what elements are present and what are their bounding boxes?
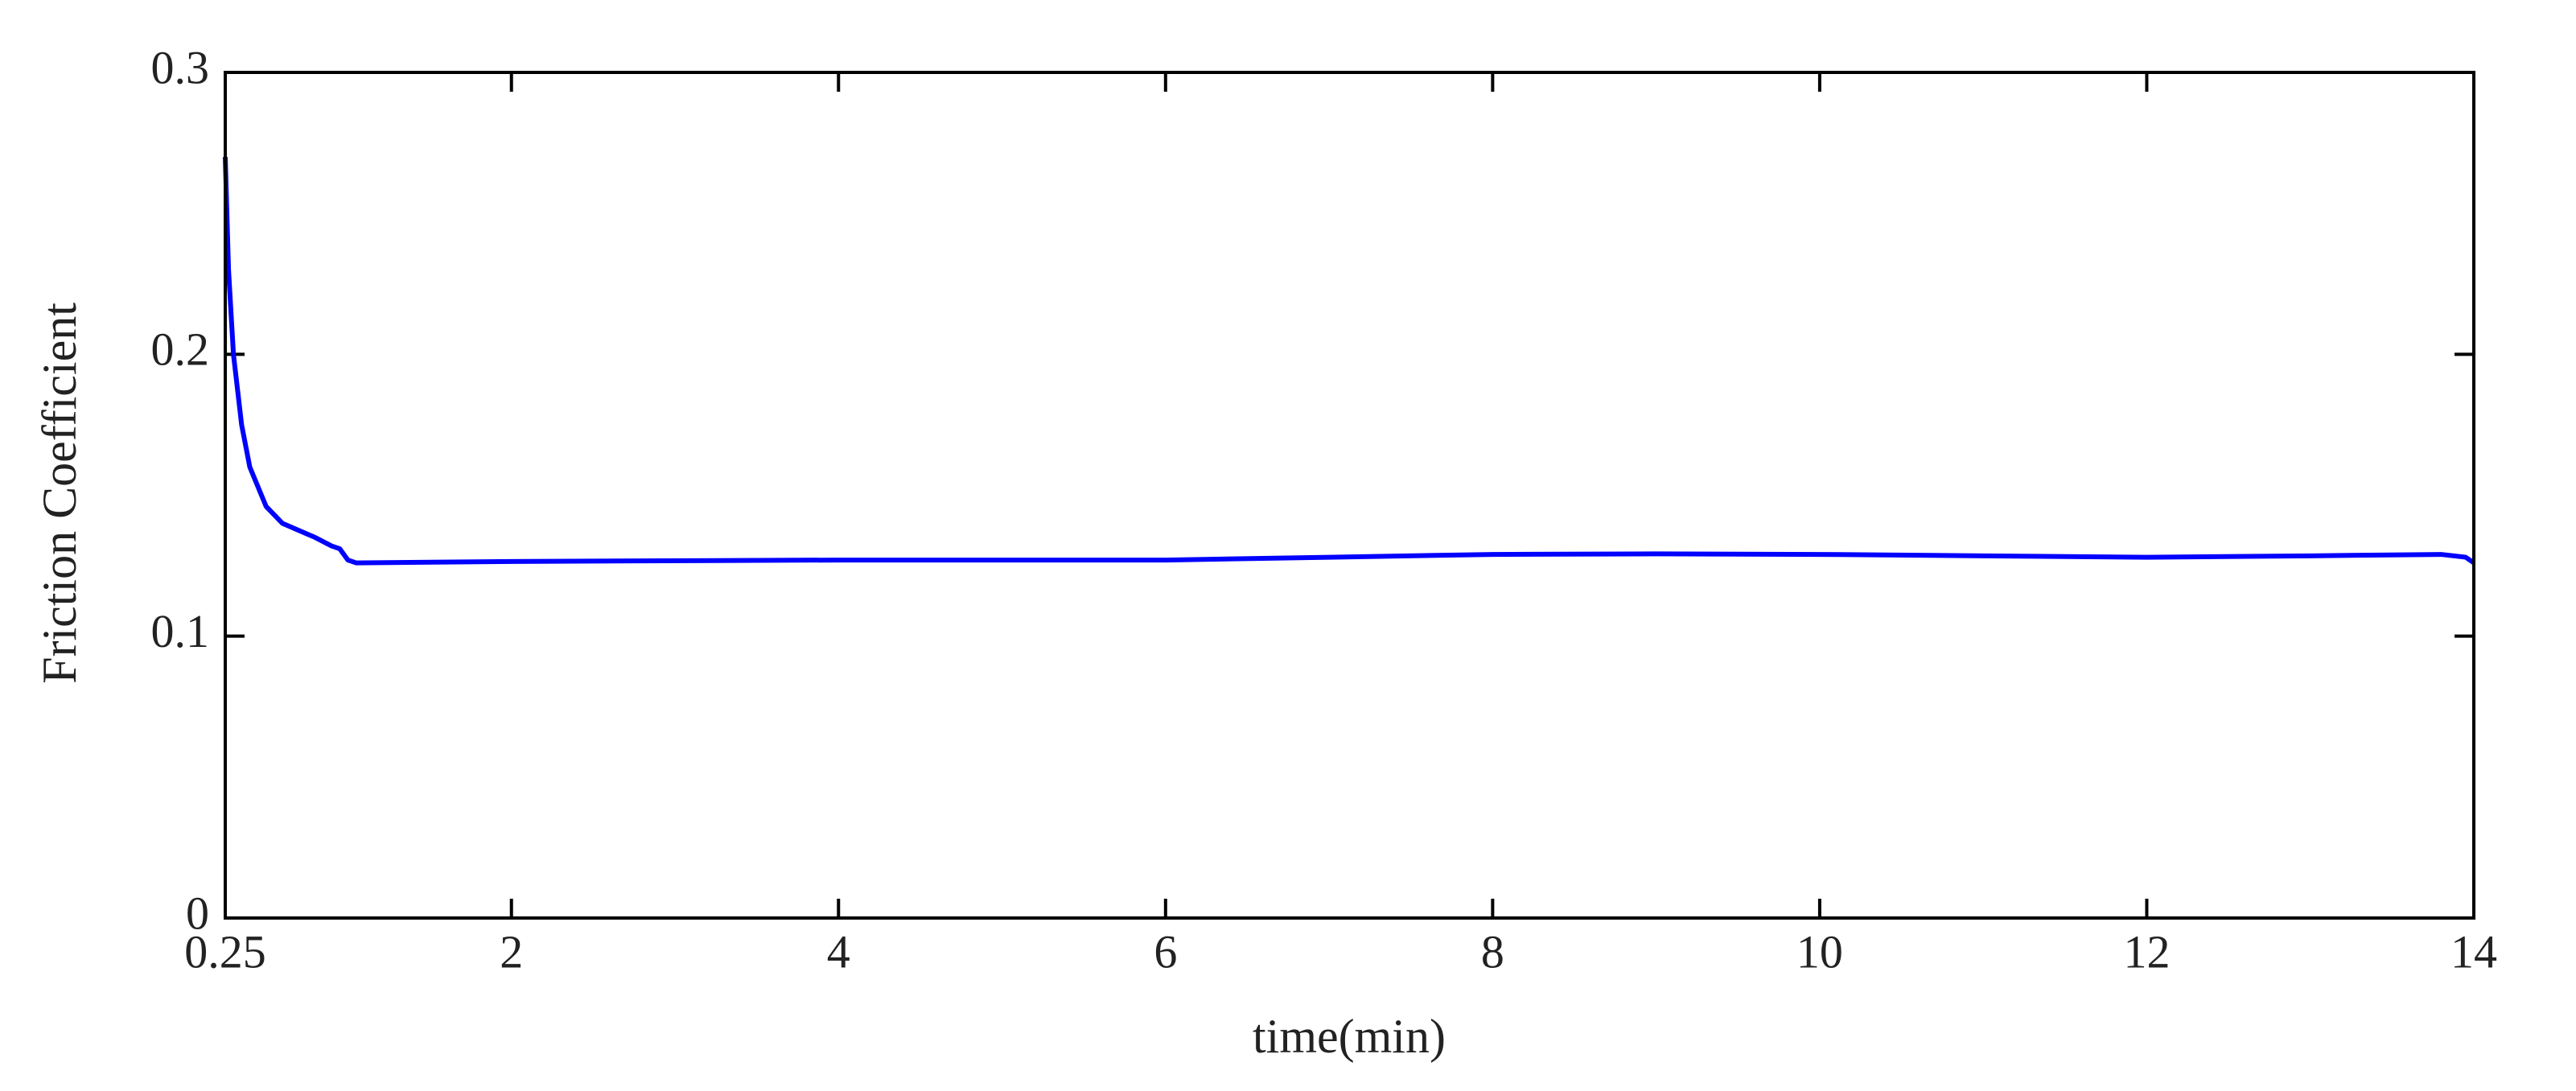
data-line [223, 157, 2475, 566]
x-tick-label: 0.25 [184, 925, 266, 978]
y-axis-label: Friction Coefficient [33, 303, 86, 684]
x-tick-label: 12 [2123, 925, 2170, 978]
y-tick-label: 0.1 [151, 605, 210, 657]
plot-frame [224, 71, 2475, 920]
x-tick-label: 14 [2450, 925, 2497, 978]
y-tick-label: 0.3 [151, 41, 210, 93]
x-tick-label: 8 [1481, 925, 1504, 978]
y-tick-label: 0 [186, 887, 209, 939]
x-tick-label: 10 [1796, 925, 1843, 978]
x-tick-label: 2 [500, 925, 523, 978]
x-axis-label: time(min) [1253, 1010, 1446, 1063]
x-tick-label: 4 [827, 925, 850, 978]
y-tick-label: 0.2 [151, 323, 210, 376]
x-tick-label: 6 [1154, 925, 1177, 978]
